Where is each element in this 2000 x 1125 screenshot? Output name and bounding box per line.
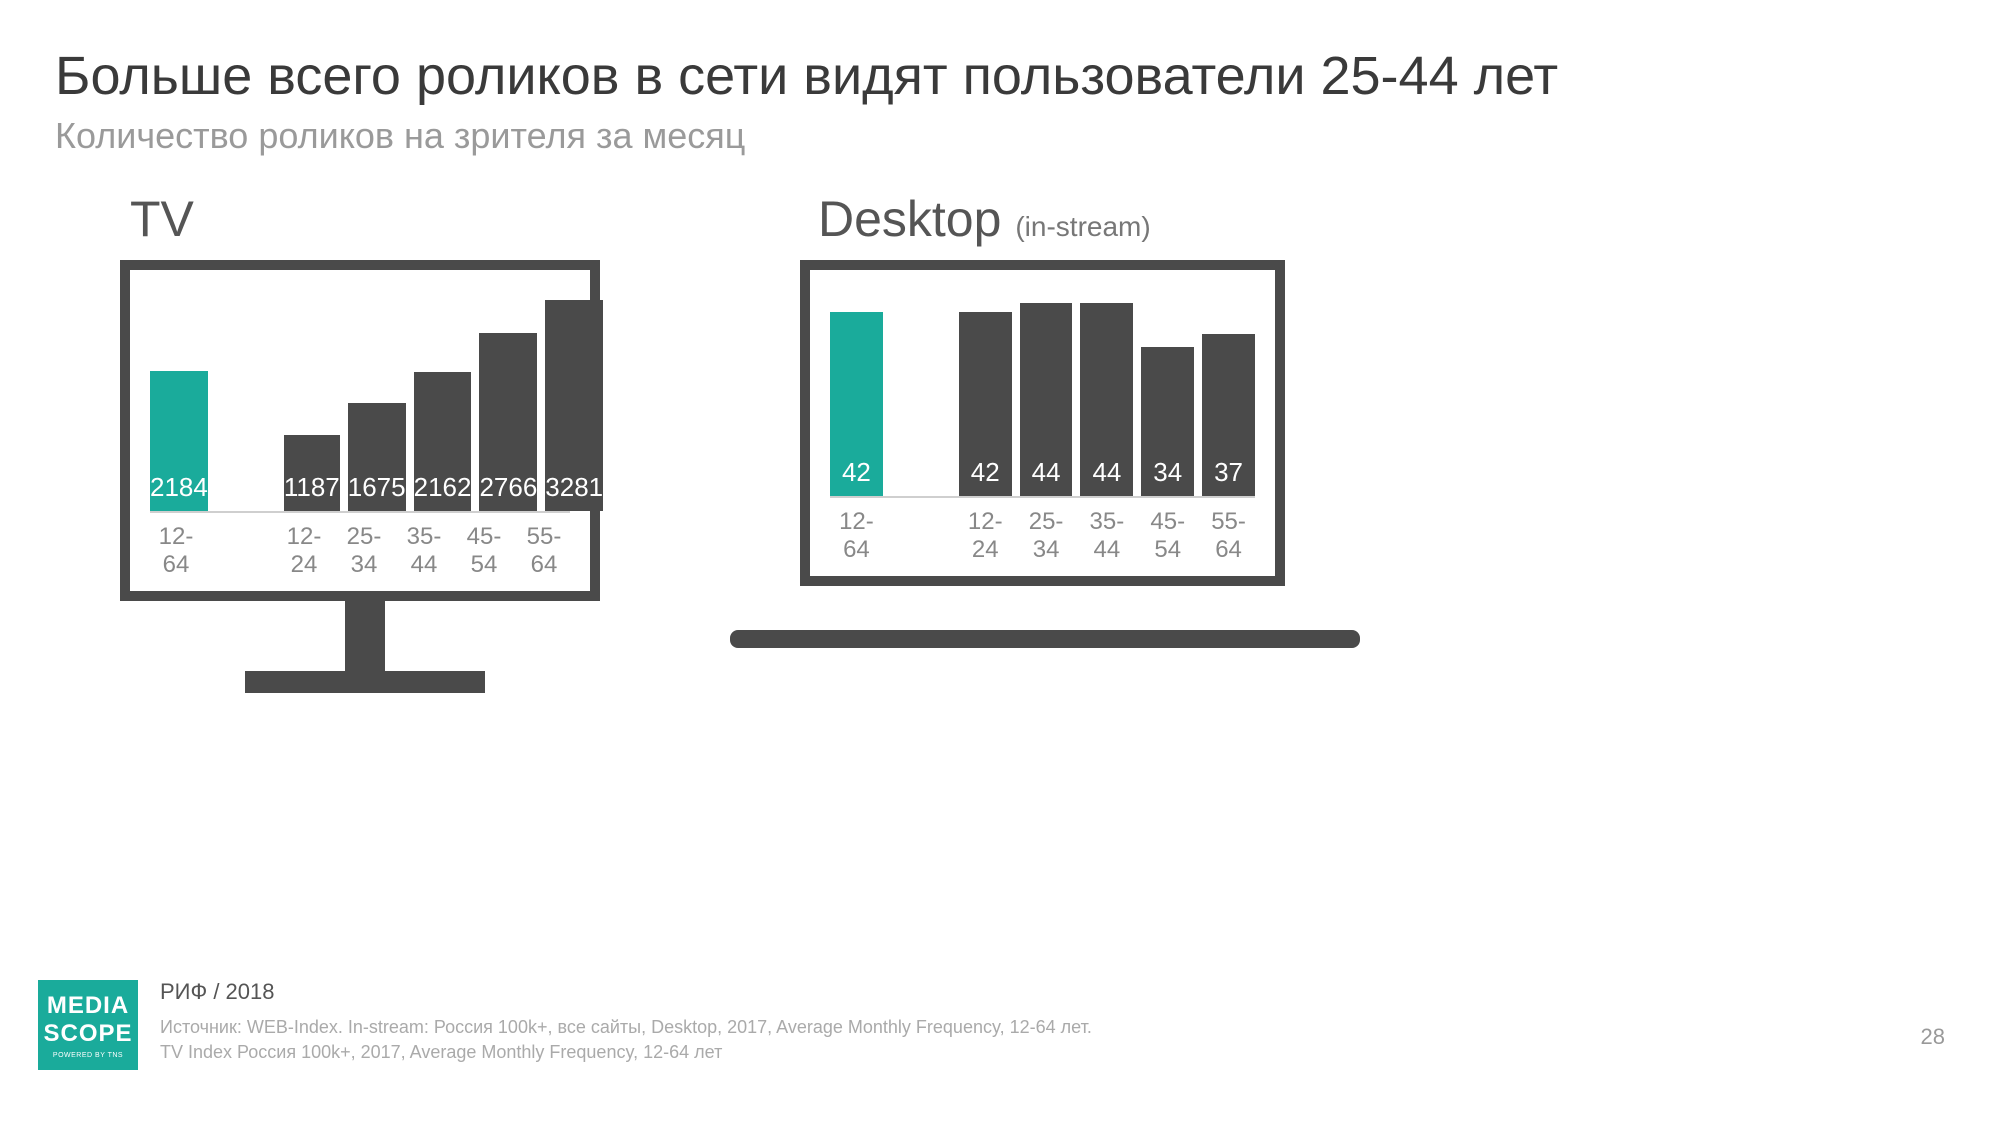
bar-label: 45-54 [458,523,510,579]
bar-label: 12-64 [830,508,883,564]
footer-block: РИФ / 2018 Источник: WEB-Index. In-strea… [160,979,1092,1065]
tv-chart-title: TV [120,190,610,248]
desktop-laptop-base [730,630,1360,648]
desktop-title-main: Desktop [818,191,1001,247]
bar: 44 [1020,303,1073,496]
footer-event: РИФ / 2018 [160,979,1092,1005]
bar-label: 25-34 [338,523,390,579]
bar-label: 35-44 [398,523,450,579]
bar-label: 12-64 [150,523,202,579]
bar: 2162 [414,372,472,511]
footer-source-line2: TV Index Россия 100k+, 2017, Average Mon… [160,1040,1092,1065]
bar-label: 35-44 [1080,508,1133,564]
desktop-bar-area: 424244443437 [830,288,1255,498]
bar: 44 [1080,303,1133,496]
bar-label: 12-24 [278,523,330,579]
page-number: 28 [1921,1024,1945,1050]
bar-label: 45-54 [1141,508,1194,564]
bar-label: 25-34 [1020,508,1073,564]
bar: 1187 [284,435,340,511]
bar: 2766 [479,333,537,511]
bar: 42 [830,312,883,496]
tv-chart-block: TV 2184 11871675216227663281 12-64 12-2425… [120,190,610,693]
footer-source-line1: Источник: WEB-Index. In-stream: Россия 1… [160,1015,1092,1040]
desktop-chart-title: Desktop (in-stream) [800,190,1440,248]
bar: 3281 [545,300,603,511]
logo-line3: POWERED BY TNS [53,1052,123,1059]
bar: 34 [1141,347,1194,496]
logo-line1: MEDIA [47,992,129,1020]
bar: 37 [1202,334,1255,496]
bar-label: 55-64 [1202,508,1255,564]
bar: 2184 [150,371,208,511]
desktop-laptop-frame: 424244443437 12-6412-2425-3435-4445-5455… [800,260,1285,586]
bar: 42 [959,312,1012,496]
bar-label: 12-24 [959,508,1012,564]
page-subtitle: Количество роликов на зрителя за месяц [55,115,745,157]
tv-label-row: 12-64 12-2425-3435-4445-5455-64 [150,513,570,579]
tv-monitor-frame: 2184 11871675216227663281 12-64 12-2425-34… [120,260,600,601]
tv-monitor-stand [345,601,385,671]
mediascope-logo: MEDIA SCOPE POWERED BY TNS [38,980,138,1070]
desktop-title-sub: (in-stream) [1015,211,1150,242]
tv-bar-area: 218411871675216227663281 [150,288,570,513]
bar-label: 55-64 [518,523,570,579]
tv-monitor-base [245,671,485,693]
logo-line2: SCOPE [43,1020,132,1048]
bar: 1675 [348,403,406,511]
desktop-label-row: 12-64 12-2425-3435-4445-5455-64 [830,498,1255,564]
page-title: Больше всего роликов в сети видят пользо… [55,45,1558,107]
desktop-chart-block: Desktop (in-stream) 424244443437 12-6412… [800,190,1440,648]
footer-source: Источник: WEB-Index. In-stream: Россия 1… [160,1015,1092,1065]
